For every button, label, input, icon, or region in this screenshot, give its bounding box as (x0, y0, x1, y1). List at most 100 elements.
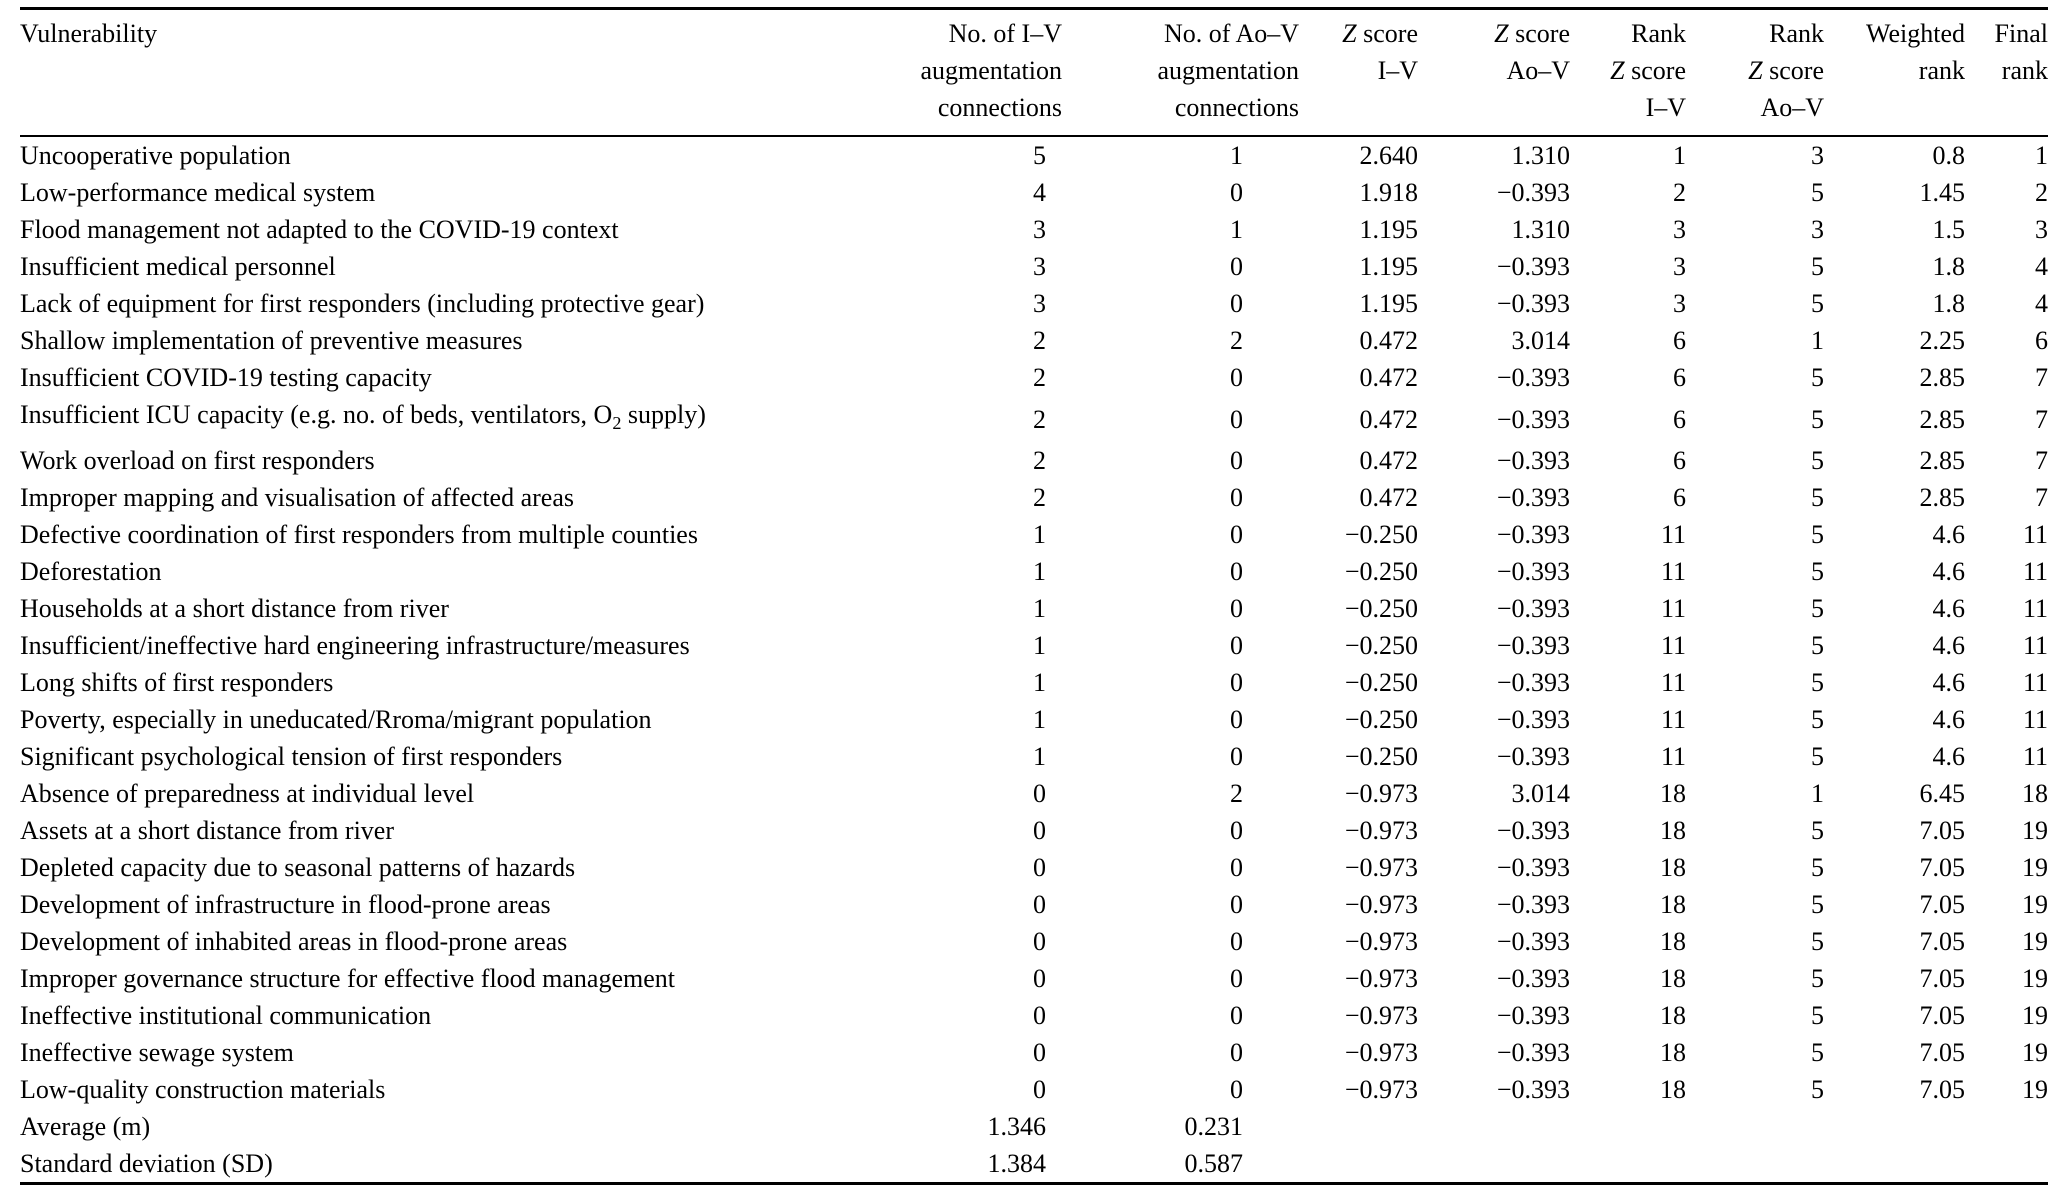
value-cell: 5 (1811, 520, 1824, 550)
value-cell: 2 (1673, 178, 1686, 207)
table-row: Assets at a short distance from river 0 0 −… (20, 812, 2048, 849)
value-cell: −0.250 (1344, 705, 1418, 735)
value-cell: 2 (1230, 326, 1243, 355)
value-cell: 5 (1811, 178, 1824, 207)
value-cell: 5 (1811, 964, 1824, 994)
value-cell: 6 (1673, 446, 1686, 476)
value-cell: 11 (2022, 705, 2048, 735)
value-cell: 1 (1673, 141, 1686, 170)
value-cell (1686, 1145, 1824, 1184)
value-cell: 5 (1811, 594, 1824, 624)
table-row: Insufficient COVID-19 testing capacity 2 0… (20, 359, 2048, 396)
value-cell: −0.393 (1496, 853, 1570, 883)
table-row: Improper mapping and visualisation of af… (20, 479, 2048, 516)
value-cell (1418, 1108, 1570, 1145)
value-cell: −0.393 (1496, 927, 1570, 957)
value-cell: 1.45 (1919, 178, 1966, 207)
value-cell: −0.393 (1496, 668, 1570, 698)
value-cell: 6.45 (1919, 779, 1966, 809)
value-cell: 11 (2022, 520, 2048, 550)
value-cell: 18 (1660, 779, 1686, 809)
value-cell: 2.85 (1919, 446, 1966, 476)
value-cell: 5 (1811, 1075, 1824, 1105)
value-cell: 11 (1660, 631, 1686, 661)
value-cell: 1 (1033, 668, 1046, 698)
value-cell: 1 (1230, 141, 1243, 170)
value-cell: 0 (1230, 557, 1243, 587)
value-cell: 0 (1230, 853, 1243, 883)
value-cell: 1 (2035, 141, 2048, 170)
value-cell: 4.6 (1932, 520, 1966, 550)
value-cell: 0.472 (1359, 326, 1419, 355)
header-cell-vulnerability: Vulnerability (20, 19, 158, 48)
value-cell: 1 (1033, 631, 1046, 661)
value-cell: 3.014 (1511, 326, 1571, 355)
value-cell: 18 (1660, 853, 1686, 883)
value-cell: 2 (1033, 483, 1046, 513)
value-cell: 0 (1033, 1075, 1046, 1105)
value-cell: 0 (1033, 1038, 1046, 1068)
table-row: Depleted capacity due to seasonal patter… (20, 849, 2048, 886)
value-cell: 2 (1033, 326, 1046, 355)
vulnerability-cell: Shallow implementation of preventive mea… (20, 326, 523, 355)
value-cell: 3 (1033, 289, 1046, 318)
value-cell: 4.6 (1932, 742, 1966, 772)
value-cell: 0.472 (1359, 446, 1419, 476)
table-row: Poverty, especially in uneducated/Rroma/… (20, 701, 2048, 738)
value-cell: 1 (1033, 705, 1046, 735)
value-cell: 0 (1033, 927, 1046, 957)
value-cell: 2 (2035, 178, 2048, 207)
value-cell: 0 (1230, 178, 1243, 207)
vulnerability-cell: Ineffective sewage system (20, 1038, 294, 1068)
value-cell: 0 (1033, 964, 1046, 994)
value-cell: 2 (1033, 446, 1046, 476)
header-cell-iv-connections: No. of I–V augmentation connections (920, 19, 1062, 122)
table-row: Households at a short distance from rive… (20, 590, 2048, 627)
value-cell: 0 (1033, 1001, 1046, 1031)
value-cell: −0.250 (1344, 557, 1418, 587)
value-cell: 3 (2035, 215, 2048, 244)
value-cell: 1.5 (1932, 215, 1966, 244)
vulnerability-cell: Improper governance structure for effect… (20, 964, 676, 994)
value-cell: 1 (1033, 557, 1046, 587)
vulnerability-cell: Significant psychological tension of fir… (20, 742, 563, 772)
value-cell (1299, 1145, 1418, 1184)
vulnerability-cell: Depleted capacity due to seasonal patter… (20, 853, 576, 883)
value-cell: −0.973 (1344, 1075, 1418, 1105)
value-cell: −0.250 (1344, 631, 1418, 661)
value-cell: 7.05 (1919, 853, 1966, 883)
value-cell: 2 (1033, 363, 1046, 392)
value-cell: 1.195 (1359, 289, 1419, 318)
value-cell: 0.472 (1359, 483, 1419, 513)
value-cell: 4.6 (1932, 594, 1966, 624)
vulnerability-cell: Development of inhabited areas in flood-… (20, 927, 568, 957)
vulnerability-cell: Low-performance medical system (20, 178, 376, 207)
table-row: Defective coordination of first responde… (20, 516, 2048, 553)
table-row: Improper governance structure for effect… (20, 960, 2048, 997)
value-cell: 5 (1811, 252, 1824, 281)
value-cell: 3 (1673, 289, 1686, 318)
header-row: Vulnerability No. of I–V augmentation conne… (20, 9, 2048, 137)
value-cell: 7.05 (1919, 1075, 1966, 1105)
value-cell: 2.85 (1919, 404, 1966, 434)
table-row: Absence of preparedness at individual le… (20, 775, 2048, 812)
summary-row: Standard deviation (SD) 1.384 0.587 (20, 1145, 2048, 1184)
value-cell: 11 (1660, 705, 1686, 735)
value-cell: 0 (1033, 890, 1046, 920)
table-row: Long shifts of first responders 1 0 −0.250 −… (20, 664, 2048, 701)
value-cell: 4.6 (1932, 631, 1966, 661)
value-cell: 5 (1811, 853, 1824, 883)
value-cell (1570, 1108, 1686, 1145)
value-cell: 6 (1673, 326, 1686, 355)
value-cell: 0 (1230, 890, 1243, 920)
table-row: Lack of equipment for first responders (… (20, 285, 2048, 322)
value-cell: 0 (1230, 705, 1243, 735)
value-cell: 11 (1660, 520, 1686, 550)
value-cell: −0.393 (1496, 964, 1570, 994)
table-row: Insufficient/ineffective hard engineerin… (20, 627, 2048, 664)
value-cell: 0 (1230, 252, 1243, 281)
table-row: Work overload on first responders 2 0 0.472… (20, 442, 2048, 479)
value-cell: −0.973 (1344, 964, 1418, 994)
value-cell: 5 (1811, 631, 1824, 661)
value-cell: 7.05 (1919, 927, 1966, 957)
